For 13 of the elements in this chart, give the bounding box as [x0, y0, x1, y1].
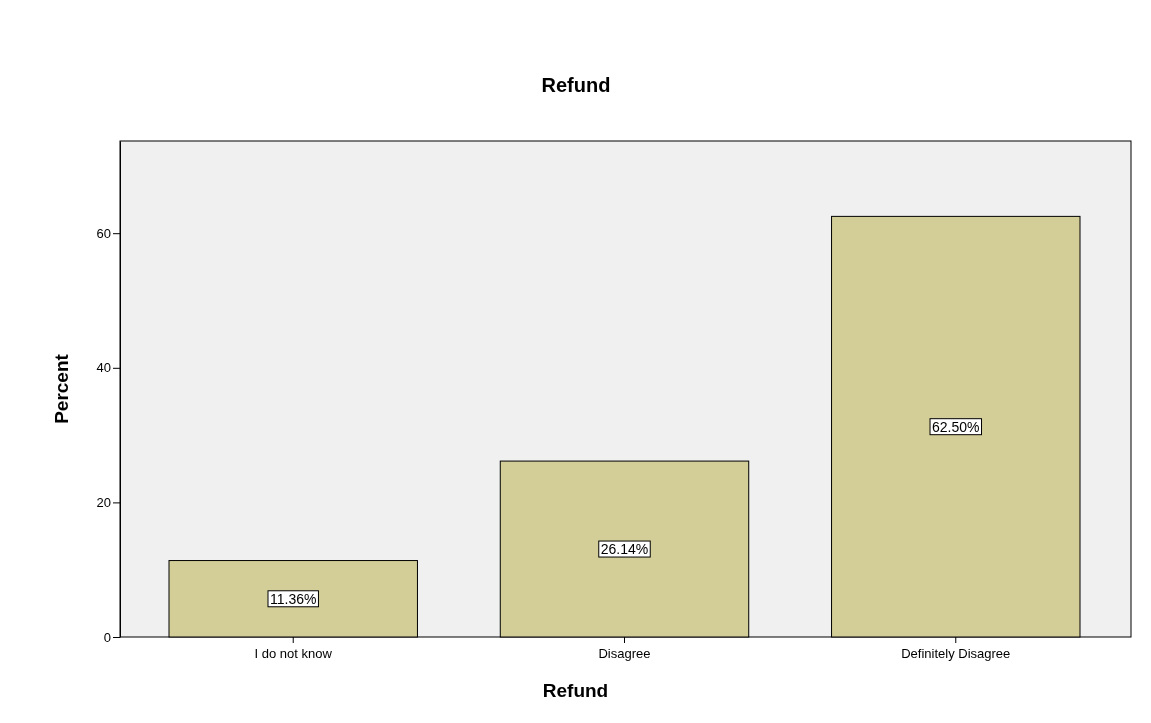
data-label: 11.36%: [270, 590, 317, 607]
x-tick-label: Disagree: [598, 646, 651, 662]
x-axis-title: Refund: [542, 680, 609, 701]
chart-title: Refund: [541, 74, 611, 96]
x-tick-label: I do not know: [254, 646, 333, 662]
y-tick-label: 20: [96, 495, 111, 511]
y-tick-label: 60: [96, 225, 111, 241]
data-label: 62.50%: [932, 418, 980, 435]
y-axis-title: Percent: [51, 353, 72, 424]
y-tick-label: 40: [96, 360, 111, 376]
data-label: 26.14%: [600, 541, 649, 558]
y-tick-label: 0: [103, 629, 111, 645]
x-tick-label: Definitely Disagree: [901, 646, 1011, 662]
